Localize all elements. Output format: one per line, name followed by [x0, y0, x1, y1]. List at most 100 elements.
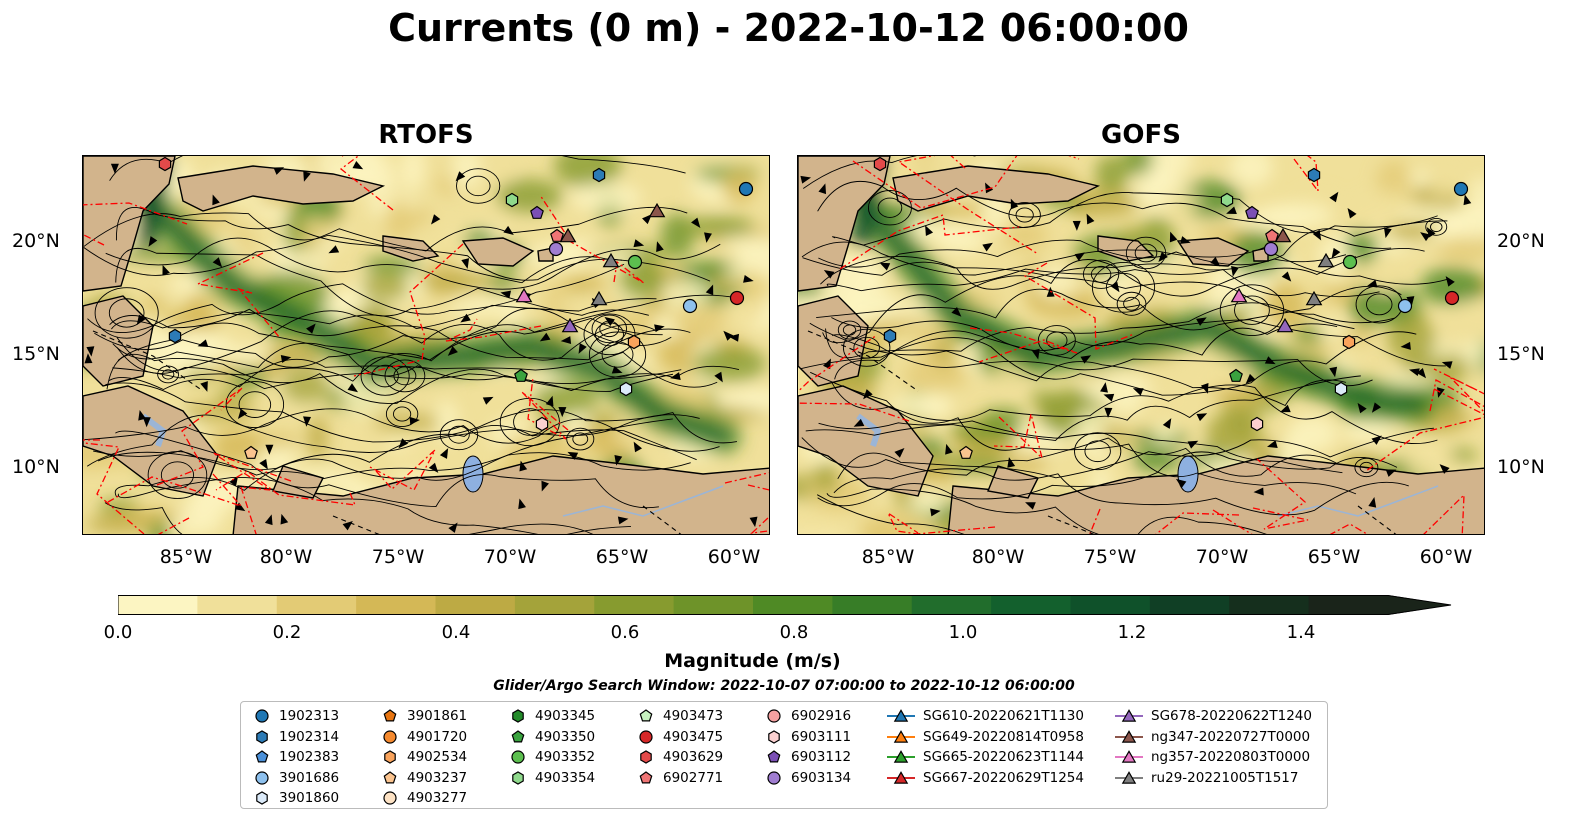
legend-item: 3901860 — [253, 788, 339, 808]
lon-label-75w-left: 75°W — [371, 546, 425, 568]
float-marker-4903475 — [729, 290, 745, 306]
legend-label: SG665-20220623T1144 — [923, 749, 1084, 765]
float-marker-4902534 — [1342, 334, 1356, 350]
lon-label-85w-left: 85°W — [159, 546, 213, 568]
legend-marker-icon — [511, 729, 525, 742]
legend-label: 3901686 — [279, 769, 340, 786]
legend-item: 4901720 — [381, 727, 467, 747]
legend-item: 3901861 — [381, 706, 467, 726]
float-marker-4903352 — [1342, 254, 1358, 270]
legend-marker-icon — [639, 770, 653, 783]
float-marker-6903112 — [1245, 205, 1259, 219]
panel-title-rtofs: RTOFS — [378, 120, 474, 150]
lon-label-70w-left: 70°W — [483, 546, 537, 568]
legend-item: 4903345 — [509, 706, 595, 726]
legend-item: SG678-20220622T1240 — [1115, 706, 1312, 726]
lon-label-85w-right: 85°W — [861, 546, 915, 568]
legend-marker-icon — [1115, 709, 1143, 722]
legend-item: 4903475 — [637, 727, 723, 747]
float-marker-4903237 — [959, 445, 973, 459]
figure-title: Currents (0 m) - 2022-10-12 06:00:00 — [388, 6, 1189, 50]
colorbar-label: Magnitude (m/s) — [664, 650, 841, 672]
legend-item: SG667-20220629T1254 — [887, 768, 1084, 788]
lon-label-70w-right: 70°W — [1195, 546, 1249, 568]
legend-marker-icon — [887, 750, 915, 763]
float-marker-4903350 — [514, 368, 528, 382]
legend-label: SG678-20220622T1240 — [1151, 708, 1312, 724]
legend-marker-icon — [639, 709, 653, 722]
legend-item: 6903111 — [765, 727, 851, 747]
glider-marker-ng357-20220803T0000 — [515, 287, 533, 303]
legend-label: 4901720 — [407, 728, 468, 745]
float-marker-6903134 — [548, 241, 564, 257]
legend-label: SG610-20220621T1130 — [923, 708, 1084, 724]
lake-nicaragua — [856, 413, 882, 447]
legend-label: ng347-20220727T0000 — [1151, 728, 1311, 745]
legend-marker-icon — [255, 709, 269, 723]
glider-marker-SG678-20220622T1240 — [561, 317, 579, 333]
colorbar-tick: 1.4 — [1286, 622, 1316, 643]
float-marker-3901686 — [682, 298, 698, 314]
legend-marker-icon — [1115, 750, 1143, 763]
legend-marker-icon — [767, 709, 781, 723]
legend-label: SG649-20220814T0958 — [923, 728, 1084, 745]
colorbar-tick: 0.6 — [610, 622, 640, 643]
lon-label-80w-left: 80°W — [259, 546, 313, 568]
legend-label: 4903475 — [663, 728, 724, 745]
float-marker-3901686 — [1397, 298, 1413, 314]
float-marker-4903350 — [1229, 368, 1243, 382]
colorbar-extend-arrow — [1388, 595, 1451, 615]
legend-marker-icon — [887, 770, 915, 784]
lat-label-20n-right: 20°N — [1497, 230, 1545, 252]
float-marker-4903352 — [627, 254, 643, 270]
float-marker-4903237 — [244, 445, 258, 459]
float-marker-6903111 — [1250, 416, 1264, 432]
legend-label: 4903237 — [407, 769, 468, 786]
colorbar-segment — [832, 595, 913, 615]
legend-item: 1902313 — [253, 706, 339, 726]
legend-marker-icon — [887, 729, 915, 743]
country-borders — [807, 330, 1397, 534]
legend-item: ru29-20221005T1517 — [1115, 768, 1298, 788]
lat-label-15n-right: 15°N — [1497, 343, 1545, 365]
legend-item: 1902383 — [253, 747, 339, 767]
map-panel-gofs[interactable] — [797, 155, 1485, 535]
colorbar-tick: 0.2 — [272, 622, 302, 643]
map-panel-rtofs[interactable] — [82, 155, 770, 535]
float-marker-4903629 — [873, 156, 887, 172]
colorbar-segment — [673, 595, 754, 615]
legend-item: 6903134 — [765, 768, 851, 788]
legend-label: 1902313 — [279, 708, 340, 724]
lon-label-60w-left: 60°W — [707, 546, 761, 568]
lat-label-10n-right: 10°N — [1497, 456, 1545, 478]
float-marker-1902313 — [738, 181, 754, 197]
legend-marker-icon — [1115, 770, 1143, 784]
glider-marker-ru29-20221005T1517 — [602, 252, 620, 268]
colorbar-tick: 0.4 — [441, 622, 471, 643]
legend-item: 3901686 — [253, 768, 339, 788]
float-marker-4903629 — [158, 156, 172, 172]
colorbar-tick: 1.2 — [1117, 622, 1147, 643]
legend-label: 3901861 — [407, 708, 468, 724]
float-marker-4903354 — [1220, 192, 1234, 208]
legend-label: 4903345 — [535, 708, 596, 724]
country-borders — [92, 330, 682, 534]
colorbar-segment — [1308, 595, 1389, 615]
float-marker-1902313 — [1453, 181, 1469, 197]
float-marker-4903354 — [505, 192, 519, 208]
float-marker-1902314 — [168, 328, 182, 344]
legend-item: 4902534 — [381, 747, 467, 767]
float-marker-3901860 — [619, 381, 633, 397]
legend-label: 3901860 — [279, 790, 340, 806]
lat-label-15n-left: 15°N — [12, 343, 60, 365]
streamlines — [83, 156, 740, 534]
legend-label: 6902771 — [663, 769, 724, 786]
legend-marker-icon — [512, 709, 524, 723]
legend-label: 1902314 — [279, 728, 340, 745]
colorbar-segment — [276, 595, 357, 615]
colorbar-segment — [753, 595, 833, 615]
colorbar-tick: 0.8 — [779, 622, 809, 643]
legend-item: 4903352 — [509, 747, 595, 767]
glider-marker-ru29-20221005T1517 — [590, 290, 608, 306]
streamlines — [800, 156, 1449, 534]
